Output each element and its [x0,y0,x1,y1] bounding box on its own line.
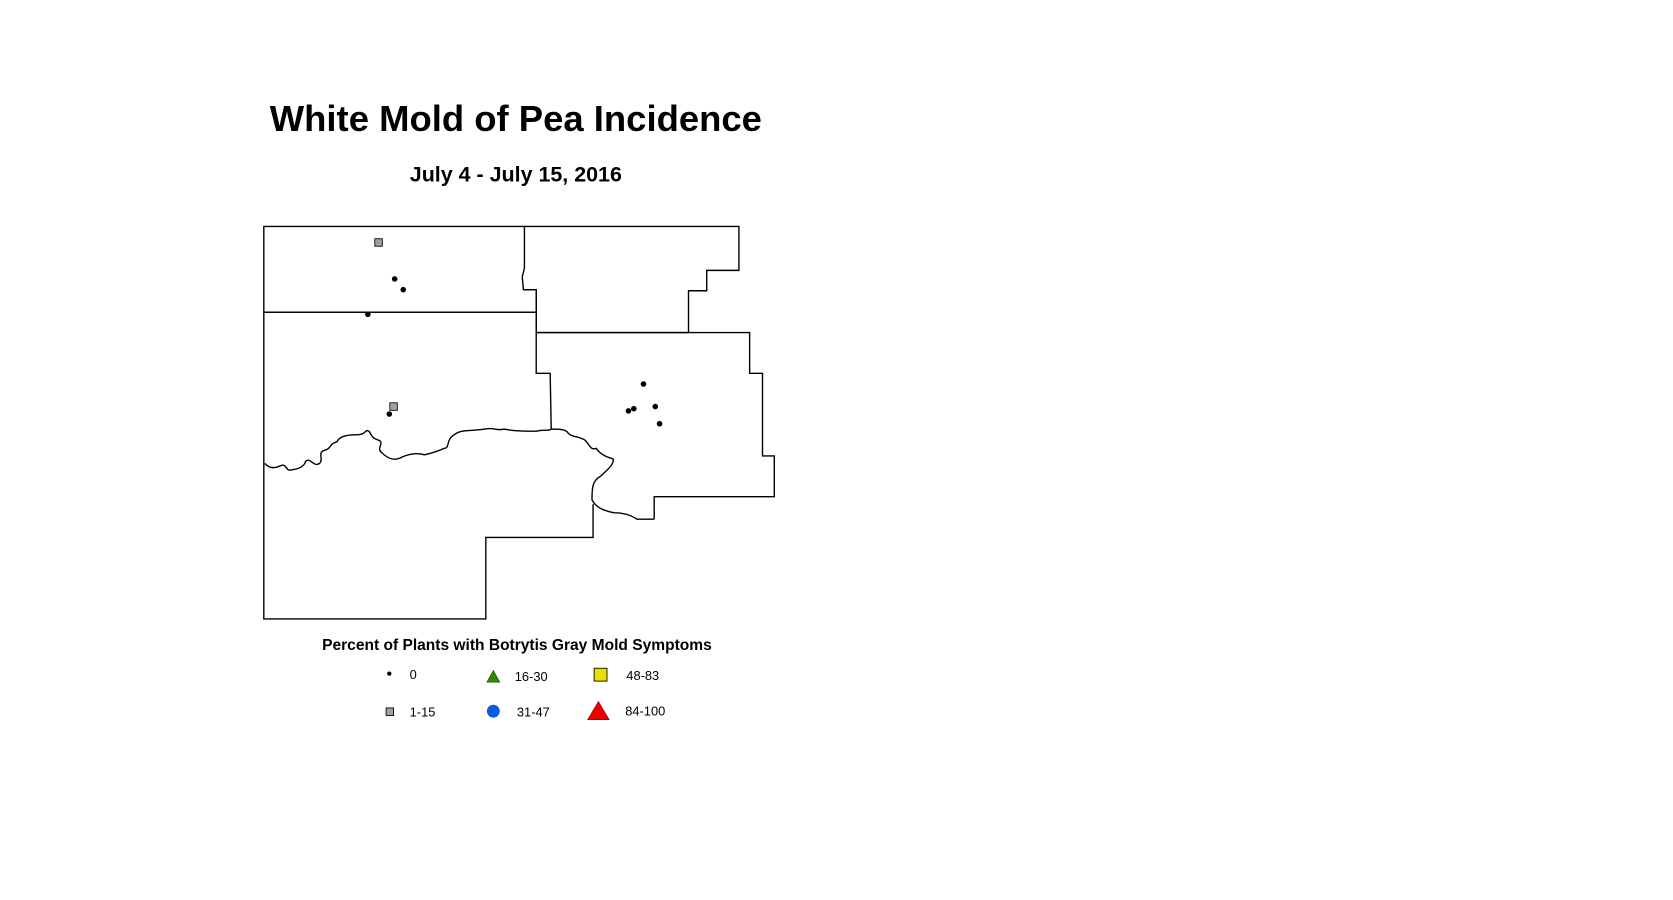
legend-item-0: 0 [387,667,417,682]
legend-label: 84-100 [625,703,665,718]
site-marker-1-15 [389,402,398,411]
legend-label: 1-15 [410,705,436,720]
legend-item-1-15: 1-15 [385,705,436,720]
legend-gray-square-icon [385,707,395,716]
site-marker-0 [386,411,393,417]
county-south [263,312,594,620]
site-marker-0 [625,408,632,414]
legend-label: 48-83 [626,668,659,683]
county-central [263,311,552,430]
county-east [536,331,775,520]
site-marker-0 [391,276,398,282]
legend-item-16-30: 16-30 [486,669,548,684]
legend-label: 0 [410,667,417,682]
legend-blue-circle-icon [486,704,500,718]
legend-green-triangle-icon [486,669,501,683]
site-marker-0 [640,381,647,387]
county-boundaries [263,225,775,620]
legend: Percent of Plants with Botrytis Gray Mol… [322,637,712,721]
legend-dot-icon [387,671,392,676]
site-marker-0 [652,403,659,410]
legend-label: 16-30 [515,669,548,684]
site-marker-0 [365,311,371,318]
site-marker-0 [656,420,663,427]
legend-red-triangle-icon [587,700,610,721]
site-marker-0 [400,286,407,293]
map-title: White Mold of Pea Incidence [270,98,762,139]
legend-title: Percent of Plants with Botrytis Gray Mol… [322,637,712,654]
site-marker-0 [631,405,637,412]
county-northwest [263,225,537,313]
legend-label: 31-47 [517,705,550,720]
legend-yellow-square-icon [593,667,608,682]
legend-item-31-47: 31-47 [486,704,550,720]
site-marker-1-15 [374,238,383,247]
map-subtitle: July 4 - July 15, 2016 [410,162,622,186]
legend-item-84-100: 84-100 [587,700,665,721]
river-boundary [264,427,655,520]
county-northeast [523,225,740,334]
legend-item-48-83: 48-83 [593,667,659,683]
observation-sites [365,238,663,427]
